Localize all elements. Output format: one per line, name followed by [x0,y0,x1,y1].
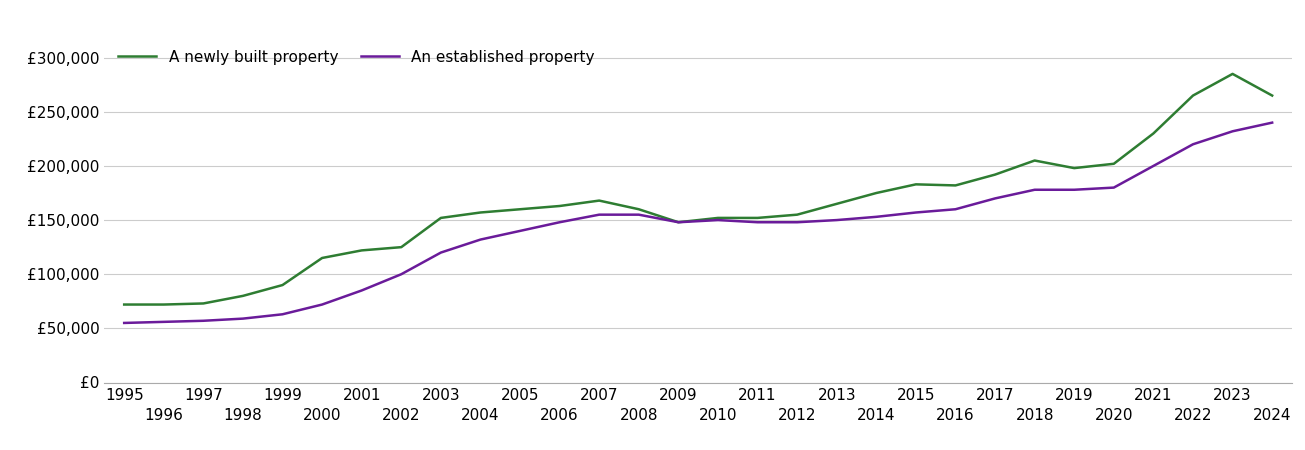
An established property [591,212,607,217]
An established property [671,220,686,225]
A newly built property [1146,131,1161,136]
An established property [1066,187,1082,193]
An established property [908,210,924,215]
A newly built property [196,301,211,306]
An established property [710,217,726,223]
Legend: A newly built property, An established property: A newly built property, An established p… [112,44,602,71]
A newly built property [710,215,726,220]
A newly built property [947,183,963,188]
An established property [749,220,765,225]
An established property [512,228,527,234]
A newly built property [552,203,568,209]
A newly built property [1224,71,1240,76]
A newly built property [512,207,527,212]
A newly built property [671,220,686,225]
An established property [315,302,330,307]
An established property [1224,129,1240,134]
A newly built property [829,201,844,207]
An established property [472,237,488,242]
An established property [1146,163,1161,169]
A newly built property [749,215,765,220]
An established property [275,311,291,317]
Line: An established property: An established property [124,122,1272,323]
A newly built property [591,198,607,203]
A newly built property [116,302,132,307]
An established property [1027,187,1043,193]
A newly built property [1185,93,1201,98]
An established property [235,316,251,321]
A newly built property [790,212,805,217]
An established property [155,319,171,324]
An established property [947,207,963,212]
An established property [196,318,211,324]
An established property [1185,142,1201,147]
A newly built property [315,255,330,261]
An established property [790,220,805,225]
A newly built property [988,172,1004,177]
An established property [829,217,844,223]
An established property [632,212,647,217]
Line: A newly built property: A newly built property [124,74,1272,305]
A newly built property [155,302,171,307]
An established property [988,196,1004,201]
An established property [1265,120,1280,125]
An established property [393,271,408,277]
An established property [116,320,132,326]
A newly built property [275,282,291,288]
A newly built property [393,244,408,250]
A newly built property [1066,166,1082,171]
An established property [552,220,568,225]
An established property [433,250,449,255]
An established property [1105,185,1121,190]
An established property [354,288,369,293]
A newly built property [908,182,924,187]
A newly built property [868,190,883,196]
A newly built property [1105,161,1121,166]
A newly built property [1027,158,1043,163]
A newly built property [433,215,449,220]
A newly built property [1265,93,1280,98]
A newly built property [354,248,369,253]
A newly built property [472,210,488,215]
A newly built property [235,293,251,299]
A newly built property [632,207,647,212]
An established property [868,214,883,220]
